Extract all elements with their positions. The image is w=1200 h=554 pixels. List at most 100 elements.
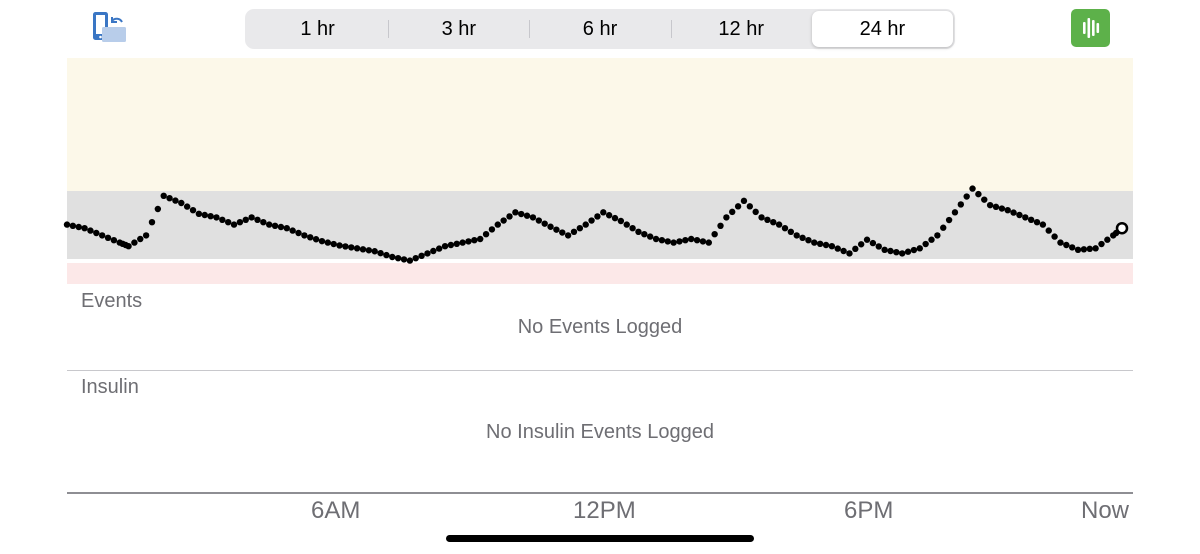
glucose-reading-dot: [934, 232, 941, 239]
glucose-reading-dot: [93, 229, 100, 237]
glucose-reading-dot: [992, 203, 1000, 211]
glucose-reading-dot: [1057, 239, 1064, 246]
glucose-reading-dot: [857, 241, 865, 248]
glucose-reading-dot: [271, 222, 279, 229]
glucose-reading-dot: [594, 213, 601, 220]
glucose-reading-dot: [389, 253, 396, 261]
glucose-reading-dot: [805, 237, 812, 244]
glucose-reading-dot: [570, 228, 578, 235]
glucose-reading-dot: [582, 221, 589, 228]
glucose-reading-dot: [904, 248, 912, 255]
glucose-reading-dot: [811, 239, 818, 246]
glucose-reading-dot: [863, 236, 871, 243]
current-reading-dot[interactable]: [1115, 221, 1129, 235]
range-3hr[interactable]: 3 hr: [388, 11, 529, 47]
glucose-reading-dot: [160, 192, 167, 199]
glucose-reading-dot: [1027, 216, 1035, 223]
glucose-reading-dot: [535, 217, 543, 224]
glucose-reading-dot: [969, 185, 976, 192]
glucose-reading-dot: [330, 240, 337, 248]
range-12hr-label: 12 hr: [718, 17, 764, 40]
glucose-reading-dot: [482, 231, 490, 238]
glucose-reading-dot: [1080, 246, 1088, 253]
range-3hr-label: 3 hr: [441, 17, 477, 40]
glucose-reading-dot: [453, 240, 460, 247]
low-range-band: [67, 263, 1133, 284]
glucose-reading-dot: [494, 221, 501, 228]
glucose-reading-dot: [822, 241, 830, 249]
glucose-reading-dot: [922, 240, 929, 248]
glucose-reading-dot: [547, 223, 554, 230]
glucose-reading-dot: [201, 211, 208, 219]
glucose-reading-dot: [793, 232, 800, 239]
glucose-reading-dot: [664, 238, 671, 245]
glucose-reading-dot: [1010, 209, 1017, 216]
glucose-reading-dot: [500, 217, 507, 224]
glucose-reading-dot: [899, 250, 906, 257]
glucose-reading-dot: [242, 216, 249, 223]
glucose-reading-dot: [189, 207, 197, 214]
glucose-reading-dot: [893, 249, 900, 256]
glucose-reading-dot: [248, 214, 255, 221]
rotate-phone-button[interactable]: [88, 10, 132, 50]
glucose-reading-dot: [441, 243, 449, 250]
glucose-reading-dot: [746, 203, 754, 210]
glucose-reading-dot: [87, 227, 94, 234]
glucose-reading-dot: [652, 235, 660, 243]
glucose-reading-dot: [506, 213, 513, 220]
glucose-reading-dot: [945, 216, 953, 224]
range-1hr[interactable]: 1 hr: [247, 11, 388, 47]
glucose-reading-dot: [688, 235, 695, 243]
glucose-reading-dot: [471, 237, 478, 244]
glucose-reading-dot: [142, 232, 150, 239]
range-24hr-label: 24 hr: [859, 17, 906, 40]
glucose-reading-dot: [477, 235, 484, 243]
range-6hr[interactable]: 6 hr: [529, 11, 670, 47]
glucose-reading-dot: [104, 234, 112, 241]
glucose-reading-dot: [553, 226, 560, 233]
glucose-reading-dot: [635, 228, 642, 235]
glucose-reading-dot: [998, 205, 1006, 212]
glucose-reading-dot: [69, 222, 77, 229]
glucose-reading-dot: [195, 210, 203, 217]
glucose-reading-dot: [740, 197, 748, 205]
glucose-reading-dot: [564, 232, 572, 239]
glucose-reading-dot: [1098, 240, 1105, 248]
glucose-reading-dot: [348, 244, 355, 251]
glucose-reading-dot: [178, 199, 185, 207]
glucose-reading-dot: [834, 245, 841, 252]
glucose-reading-dot: [224, 219, 232, 226]
glucose-reading-dot: [559, 229, 566, 236]
tick-now: Now: [1081, 497, 1130, 524]
glucose-reading-dot: [1004, 207, 1011, 214]
glucose-reading-dot: [1033, 219, 1041, 226]
glucose-reading-dot: [383, 251, 390, 259]
glucose-reading-dot: [658, 237, 666, 244]
glucose-reading-dot: [910, 246, 918, 254]
range-12hr[interactable]: 12 hr: [670, 11, 812, 47]
glucose-reading-dot: [459, 239, 466, 246]
glucose-reading-dot: [183, 203, 191, 210]
target-range-band: [67, 191, 1133, 259]
glucose-readings: [63, 185, 1129, 264]
glucose-reading-dot: [1051, 233, 1058, 240]
glucose-reading-dot: [775, 221, 783, 228]
glucose-reading-dot: [301, 232, 308, 239]
glucose-reading-dot: [400, 256, 408, 263]
glucose-reading-dot: [359, 246, 367, 253]
high-range-band: [67, 58, 1133, 191]
range-1hr-label: 1 hr: [300, 17, 335, 40]
glucose-reading-dot: [986, 201, 994, 209]
glucose-reading-dot: [729, 208, 736, 216]
glucose-reading-dot: [465, 238, 472, 245]
glucose-reading-dot: [699, 238, 707, 245]
glucose-reading-dot: [430, 247, 437, 255]
glucose-reading-dot: [869, 239, 877, 247]
glucose-reading-dot: [1045, 227, 1052, 234]
glucose-reading-dot: [98, 232, 106, 239]
glucose-reading-dot: [600, 209, 607, 216]
glucose-reading-dot: [518, 210, 525, 218]
range-24hr[interactable]: 24 hr: [811, 11, 954, 47]
statistics-button[interactable]: [1071, 9, 1110, 47]
glucose-reading-dot: [377, 249, 384, 257]
